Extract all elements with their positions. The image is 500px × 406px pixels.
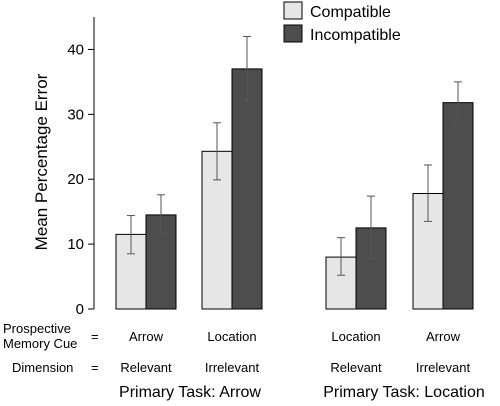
legend-label-compatible: Compatible	[310, 4, 391, 21]
category-dimension-3: Irrelevant	[416, 360, 471, 375]
category-dimension-0: Relevant	[120, 360, 172, 375]
group-label-0: Primary Task: Arrow	[119, 384, 261, 401]
category-dimension-1: Irrelevant	[205, 360, 260, 375]
y-tick-label-30: 30	[67, 106, 84, 123]
category-dimension-2: Relevant	[330, 360, 382, 375]
category-cue-3: Arrow	[426, 329, 461, 344]
y-axis-label: Mean Percentage Error	[32, 73, 51, 250]
row-label-cue-equals: =	[91, 329, 99, 344]
category-cue-1: Location	[207, 329, 256, 344]
legend: Compatible Incompatible	[283, 1, 401, 44]
y-axis: 0 10 20 30 40	[67, 17, 95, 318]
y-tick-label-40: 40	[67, 41, 84, 58]
category-labels: Arrow Relevant Location Irrelevant Location R…	[120, 329, 470, 375]
row-labels: Prospective Memory Cue = Dimension =	[3, 321, 99, 375]
legend-label-incompatible: Incompatible	[310, 27, 401, 44]
row-label-cue-line2: Memory Cue	[3, 336, 77, 351]
y-tick-label-20: 20	[67, 171, 84, 188]
group-label-1: Primary Task: Location	[323, 384, 485, 401]
bar-1-3	[442, 102, 474, 310]
error-bars-layer	[127, 35, 462, 276]
row-label-cue-line1: Prospective	[3, 321, 71, 336]
bar-1-1	[231, 68, 263, 310]
row-label-dimension: Dimension	[12, 360, 73, 375]
y-tick-label-10: 10	[67, 236, 84, 253]
bars-layer	[115, 68, 474, 310]
group-labels: Primary Task: Arrow Primary Task: Locatio…	[119, 384, 485, 401]
legend-swatch-compatible	[283, 1, 303, 20]
legend-swatch-incompatible	[283, 24, 303, 43]
row-label-dimension-equals: =	[91, 360, 99, 375]
category-cue-2: Location	[331, 329, 380, 344]
y-tick-label-0: 0	[76, 301, 84, 318]
category-cue-0: Arrow	[129, 329, 164, 344]
bar-1-0	[145, 214, 177, 310]
